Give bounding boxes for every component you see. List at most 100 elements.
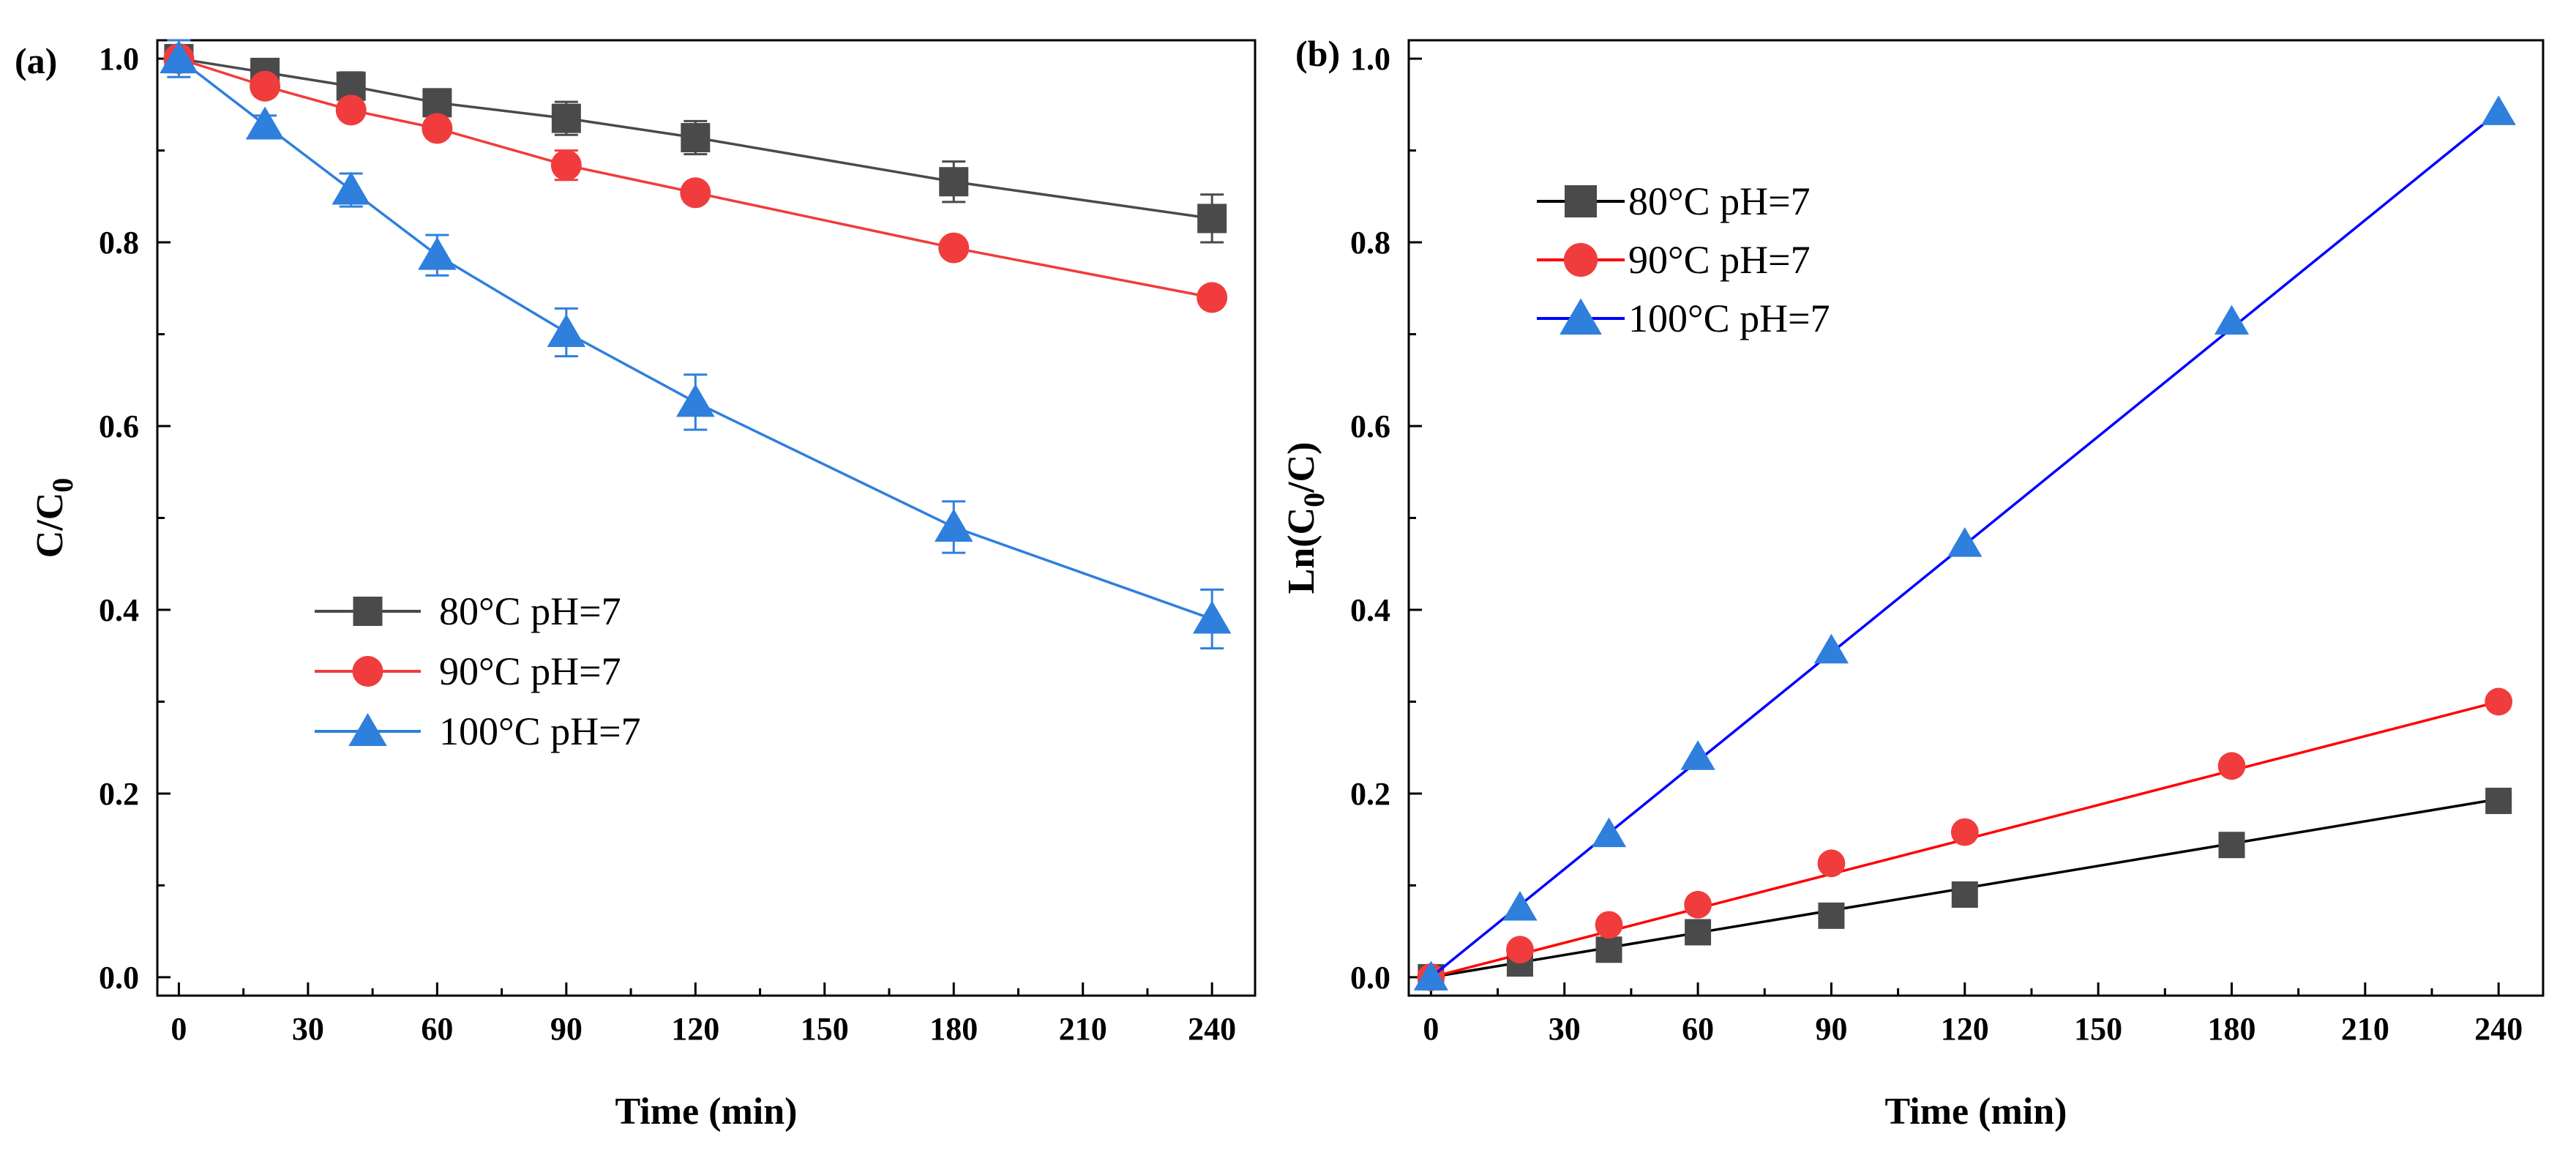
panel-label: (a) xyxy=(15,40,57,81)
data-point xyxy=(1817,849,1846,878)
y-tick-label: 0.6 xyxy=(1350,408,1390,444)
y-tick-label: 0.2 xyxy=(99,776,139,812)
x-tick-label: 240 xyxy=(1188,1011,1236,1047)
legend-marker xyxy=(348,713,387,746)
legend-label: 100°C pH=7 xyxy=(439,709,641,753)
data-point xyxy=(938,232,970,264)
data-point xyxy=(676,384,715,417)
y-tick-label: 0.6 xyxy=(99,408,139,444)
data-point xyxy=(1591,817,1627,848)
series-2 xyxy=(1417,687,2513,991)
x-tick-label: 0 xyxy=(1423,1011,1439,1047)
legend-label: 80°C pH=7 xyxy=(439,589,621,633)
x-tick-label: 210 xyxy=(1059,1011,1107,1047)
data-point xyxy=(2218,832,2245,859)
y-axis-label-subscript: 0 xyxy=(46,478,79,493)
data-point xyxy=(547,314,586,348)
y-axis-label: C/C0 xyxy=(29,478,79,559)
data-point xyxy=(1947,527,1982,557)
x-tick-label: 150 xyxy=(801,1011,849,1047)
x-axis-label: Time (min) xyxy=(1885,1091,2067,1133)
data-point xyxy=(250,70,281,102)
series-3 xyxy=(1413,95,2516,990)
data-point xyxy=(422,88,452,118)
data-point xyxy=(245,106,285,140)
data-point xyxy=(939,167,969,197)
data-point xyxy=(2485,787,2512,814)
data-point xyxy=(1950,818,1979,846)
x-tick-label: 0 xyxy=(171,1011,187,1047)
data-point xyxy=(934,509,973,542)
x-tick-label: 60 xyxy=(421,1011,453,1047)
data-point xyxy=(1413,960,1449,990)
panel-a-chart: 0 30 60 90 120 150 180 210 240 0.0 0.2 0.4 0.6 0.8 1.0… xyxy=(15,39,1257,1133)
legend-label: 90°C pH=7 xyxy=(439,649,621,693)
x-tick-label: 210 xyxy=(2341,1011,2389,1047)
legend-label: 90°C pH=7 xyxy=(1628,238,1811,282)
x-tick-label: 240 xyxy=(2474,1011,2523,1047)
series-1 xyxy=(164,44,1227,244)
data-point xyxy=(550,149,582,181)
data-point xyxy=(1595,936,1622,963)
y-axis-label-suffix: /C) xyxy=(1281,442,1322,493)
data-point xyxy=(335,94,367,126)
x-tick-label: 180 xyxy=(929,1011,978,1047)
legend-marker xyxy=(1560,298,1602,335)
data-point xyxy=(160,40,198,74)
data-point xyxy=(1502,891,1538,921)
data-point xyxy=(1684,890,1712,919)
legend-label: 80°C pH=7 xyxy=(1628,179,1811,223)
data-point xyxy=(1197,204,1227,234)
y-tick-label: 0.2 xyxy=(1350,776,1390,812)
data-point xyxy=(1595,911,1623,939)
data-point xyxy=(2217,752,2246,780)
x-tick-label: 90 xyxy=(550,1011,583,1047)
data-point xyxy=(681,123,711,153)
series-2 xyxy=(163,43,1228,313)
y-tick-label: 1.0 xyxy=(99,41,139,77)
y-axis-label: Ln(C0/C) xyxy=(1281,442,1330,594)
x-axis-label: Time (min) xyxy=(615,1091,798,1133)
y-axis-label-main: C/C xyxy=(29,493,71,559)
y-tick-label: 0.8 xyxy=(1350,225,1390,261)
y-tick-label: 0.4 xyxy=(99,592,139,628)
plot-frame xyxy=(1407,39,2545,997)
x-tick-label: 180 xyxy=(2208,1011,2256,1047)
data-point xyxy=(1192,600,1232,634)
data-point xyxy=(422,113,453,144)
x-tick-label: 60 xyxy=(1682,1011,1714,1047)
legend-label: 100°C pH=7 xyxy=(1628,296,1830,340)
data-point xyxy=(1813,633,1849,664)
data-point xyxy=(680,177,711,209)
data-point xyxy=(1197,282,1228,313)
panel-b-chart: 0 30 60 90 120 150 180 210 240 0.0 0.2 0.4 0.6 0.8 1.0… xyxy=(1281,33,2545,1133)
x-tick-label: 30 xyxy=(1549,1011,1581,1047)
x-tick-label: 150 xyxy=(2074,1011,2122,1047)
y-axis-label-subscript: 0 xyxy=(1298,493,1330,507)
panel-label: (b) xyxy=(1295,33,1340,74)
y-axis-label-prefix: Ln(C xyxy=(1281,507,1322,594)
legend-marker xyxy=(1565,185,1597,217)
legend-marker xyxy=(1563,242,1598,277)
legend-marker xyxy=(352,656,383,687)
legend: 80°C pH=7 90°C pH=7 100°C pH=7 xyxy=(315,589,641,753)
x-tick-label: 120 xyxy=(1941,1011,1989,1047)
data-point xyxy=(1818,902,1845,929)
y-tick-label: 0.0 xyxy=(1350,960,1390,996)
legend-marker xyxy=(353,597,383,626)
data-point xyxy=(332,171,370,205)
data-point xyxy=(2214,305,2250,335)
series-3 xyxy=(160,39,1232,650)
y-tick-label: 1.0 xyxy=(1350,41,1390,77)
x-tick-label: 90 xyxy=(1815,1011,1847,1047)
data-point xyxy=(2485,687,2513,716)
y-tick-label: 0.4 xyxy=(1350,592,1390,628)
data-point xyxy=(1506,936,1534,964)
y-tick-label: 0.8 xyxy=(99,225,139,261)
data-point xyxy=(1951,881,1978,908)
x-tick-label: 120 xyxy=(671,1011,719,1047)
data-point xyxy=(1685,919,1712,946)
legend: 80°C pH=7 90°C pH=7 100°C pH=7 xyxy=(1537,179,1830,340)
data-point xyxy=(418,236,457,270)
